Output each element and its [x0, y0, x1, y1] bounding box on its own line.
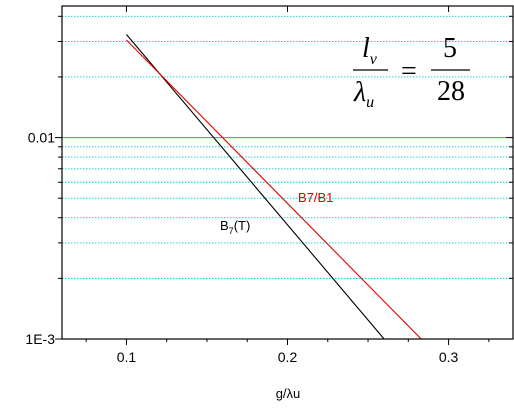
eq-lhs-numerator: lv	[362, 33, 378, 68]
red-series-label: B7/B1	[298, 190, 333, 205]
tick-layer: 0.1 0.2 0.3 1E-3 0.01	[25, 6, 513, 365]
x-tick-label: 0.2	[278, 349, 298, 365]
y-tick-label: 1E-3	[25, 331, 55, 347]
eq-lhs-denominator-base: λ	[353, 77, 366, 108]
x-tick-label: 0.1	[117, 349, 137, 365]
eq-rhs-numerator: 5	[443, 33, 457, 64]
ratio-equation: lv λu = 5 28	[353, 33, 470, 111]
series-line-b7-b1	[126, 39, 422, 340]
grid-layer	[62, 15, 513, 279]
series-line-b7-t	[126, 34, 385, 340]
black-series-label-base: B	[220, 218, 229, 233]
y-tick-label: 0.01	[28, 130, 55, 146]
eq-equals: =	[401, 56, 417, 87]
x-axis-title: g/λu	[276, 386, 301, 401]
eq-lhs-denominator-sub: u	[366, 94, 374, 111]
eq-rhs-denominator: 28	[437, 76, 465, 107]
eq-lhs-denominator: λu	[353, 77, 374, 111]
black-series-label-rest: (T)	[234, 218, 251, 233]
eq-lhs-numerator-base: l	[362, 33, 370, 64]
black-series-label: B7(T)	[220, 218, 250, 236]
series-layer	[126, 34, 422, 340]
x-tick-label: 0.3	[439, 349, 459, 365]
black-series-label-sub: 7	[229, 226, 234, 236]
eq-lhs-numerator-sub: v	[370, 51, 378, 68]
